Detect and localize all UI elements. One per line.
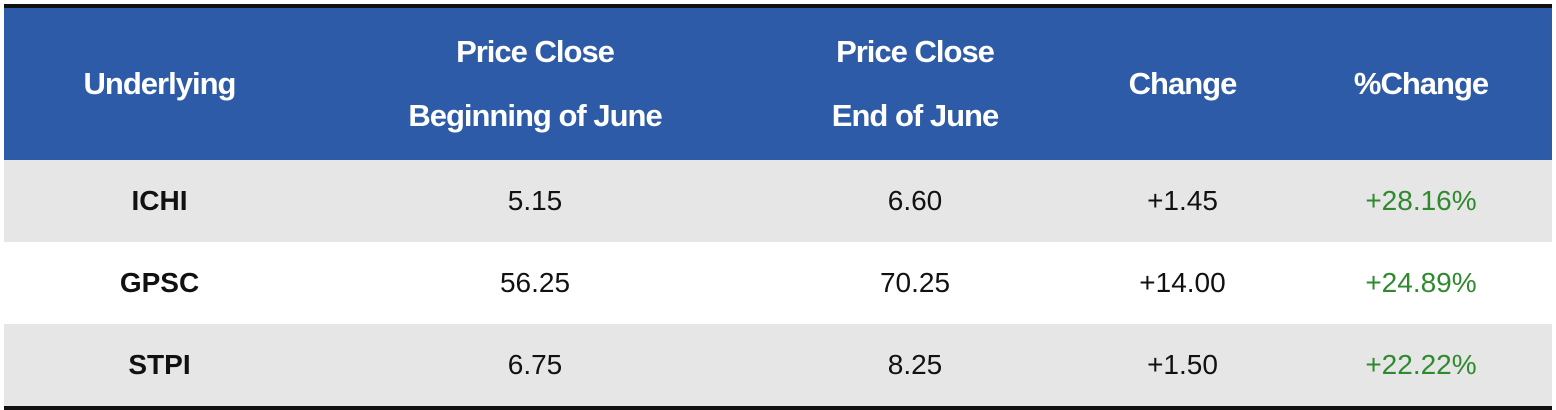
header-text: Price Close: [456, 34, 615, 69]
table-cell: 6.75: [315, 324, 755, 406]
table-cell: +24.89%: [1290, 242, 1552, 324]
table-cell: 8.25: [755, 324, 1075, 406]
table-frame: Underlying Price Close Beginning of June Pr…: [4, 4, 1552, 410]
header-cell: Price Close End of June: [755, 8, 1075, 160]
table-head: Underlying Price Close Beginning of June Pr…: [4, 8, 1552, 160]
header-cell: Underlying: [4, 8, 315, 160]
table-row: ICHI 5.15 6.60 +1.45 +28.16%: [4, 160, 1552, 242]
price-table: Underlying Price Close Beginning of June Pr…: [4, 8, 1552, 406]
table-row: STPI 6.75 8.25 +1.50 +22.22%: [4, 324, 1552, 406]
header-text: Change: [1128, 66, 1238, 101]
table-cell: GPSC: [4, 242, 315, 324]
header-cell: Change: [1075, 8, 1290, 160]
table-cell: +1.50: [1075, 324, 1290, 406]
table-cell: +1.45: [1075, 160, 1290, 242]
header-cell: Price Close Beginning of June: [315, 8, 755, 160]
table-body: ICHI 5.15 6.60 +1.45 +28.16% GPSC 56.25 70.25 +1…: [4, 160, 1552, 406]
table-cell: +22.22%: [1290, 324, 1552, 406]
table-cell: STPI: [4, 324, 315, 406]
table-row: GPSC 56.25 70.25 +14.00 +24.89%: [4, 242, 1552, 324]
table-cell: 5.15: [315, 160, 755, 242]
header-cell: %Change: [1290, 8, 1552, 160]
table-cell: +28.16%: [1290, 160, 1552, 242]
table-cell: 70.25: [755, 242, 1075, 324]
header-row: Underlying Price Close Beginning of June Pr…: [4, 8, 1552, 160]
header-text: End of June: [831, 98, 999, 133]
header-text: Underlying: [83, 66, 237, 101]
header-text: %Change: [1353, 66, 1489, 101]
table-cell: 6.60: [755, 160, 1075, 242]
header-text: Beginning of June: [408, 98, 662, 133]
header-text: Price Close: [836, 34, 995, 69]
table-cell: ICHI: [4, 160, 315, 242]
table-cell: +14.00: [1075, 242, 1290, 324]
table-cell: 56.25: [315, 242, 755, 324]
